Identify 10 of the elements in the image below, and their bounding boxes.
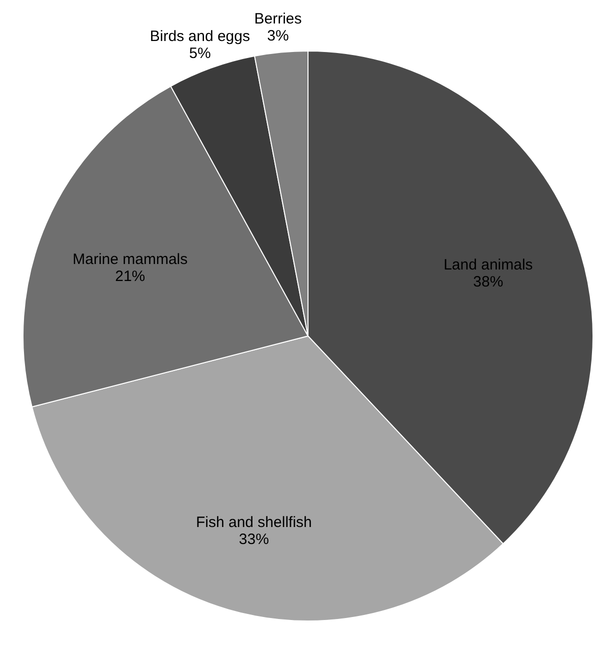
data-label: 38% <box>473 274 504 291</box>
data-label: 5% <box>189 44 211 62</box>
slice-label: Berries <box>254 10 302 28</box>
data-label: 3% <box>267 27 289 44</box>
slice-label: Birds and eggs <box>150 28 250 45</box>
slice-label: Marine mammals <box>72 251 188 268</box>
data-label: 21% <box>115 268 146 286</box>
slice-label: Land animals <box>444 256 533 274</box>
data-label: 33% <box>238 531 269 548</box>
slice-label: Fish and shellfish <box>196 514 312 532</box>
